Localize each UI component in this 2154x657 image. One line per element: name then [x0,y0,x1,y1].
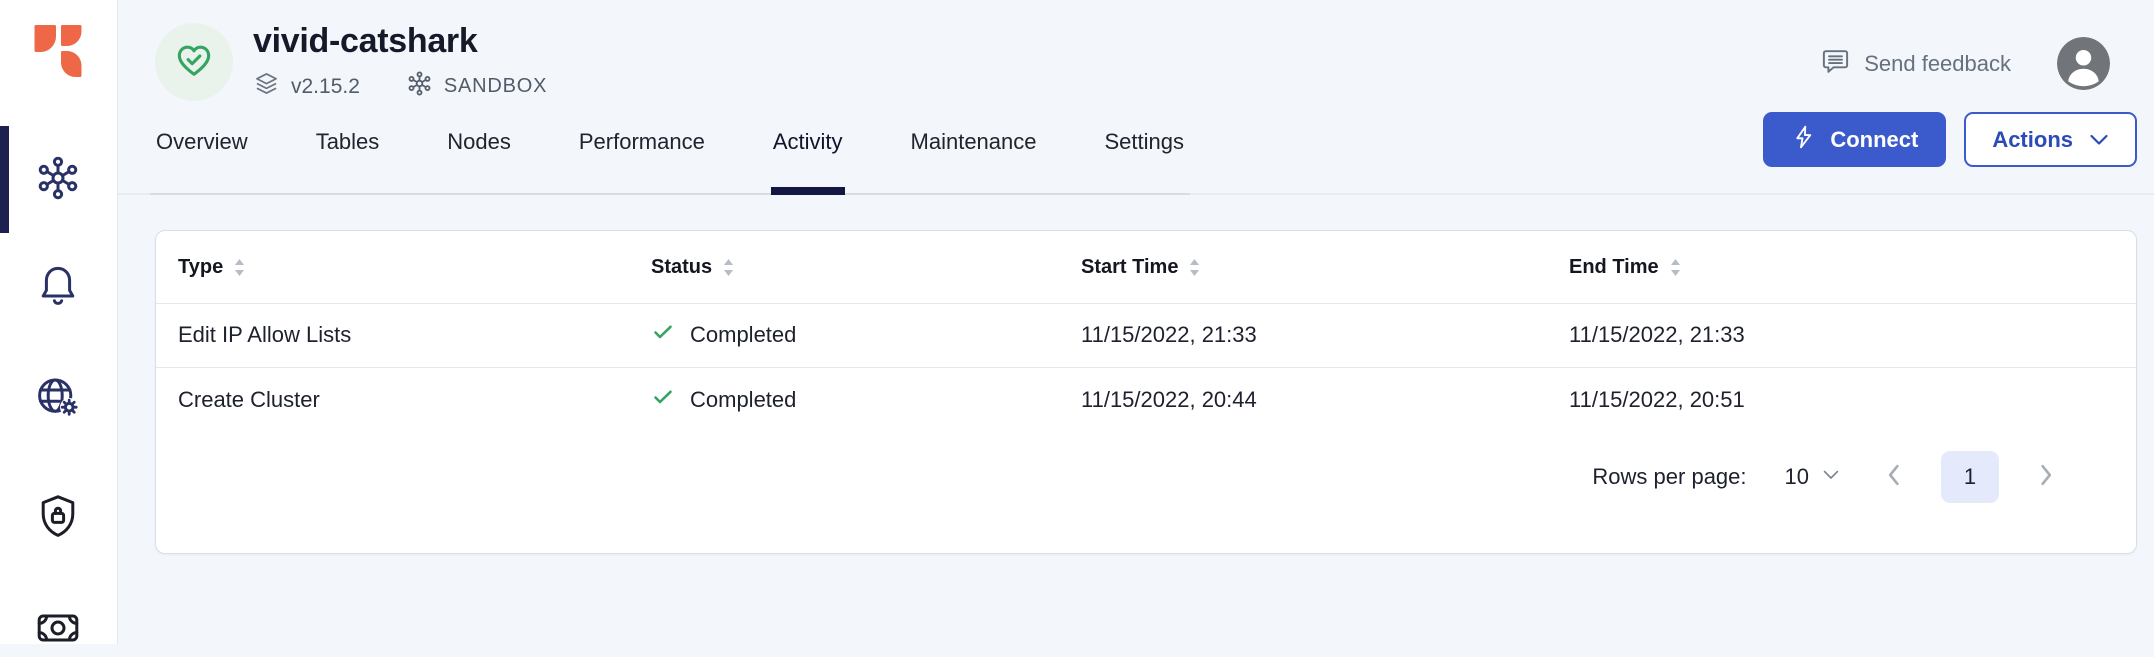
page-number-button[interactable]: 1 [1941,451,1999,504]
connect-button[interactable]: Connect [1763,112,1947,168]
sort-icon[interactable] [1188,258,1201,277]
sidebar-item-clusters[interactable] [34,154,82,202]
tab-overview[interactable]: Overview [156,129,248,155]
yugabyte-logo-icon[interactable] [33,24,83,78]
status-label: Completed [690,322,797,348]
cell-start-time: 11/15/2022, 21:33 [1081,322,1257,348]
tab-settings[interactable]: Settings [1104,129,1185,155]
chevron-right-icon [2039,464,2054,491]
tab-bar: Overview Tables Nodes Performance Activi… [118,111,2154,196]
actions-button[interactable]: Actions [1964,112,2137,168]
status-badge: Completed [651,320,1081,350]
cell-type: Create Cluster [156,366,651,432]
table-row[interactable]: Edit IP Allow Lists Completed [156,303,2136,367]
page-header: vivid-catshark v2.15.2 [118,0,2154,103]
cell-start-time: 11/15/2022, 20:44 [1081,366,1569,432]
rows-per-page-select[interactable]: 10 [1785,464,1840,490]
globe-gear-icon [34,378,82,426]
clusters-icon [34,156,82,206]
tab-maintenance[interactable]: Maintenance [910,129,1037,155]
feedback-bubble-icon [1820,46,1851,82]
heart-check-icon [172,38,216,87]
tabs-nav: Overview Tables Nodes Performance Activi… [150,111,1190,196]
shield-lock-icon [34,495,82,544]
sandbox-cluster-icon [406,70,433,103]
send-feedback-label: Send feedback [1864,50,2011,76]
sidebar-item-network-access[interactable] [34,374,82,422]
cluster-version: v2.15.2 [253,70,360,103]
layers-icon [253,70,280,103]
tab-performance[interactable]: Performance [578,129,705,155]
cell-end-time: 11/15/2022, 20:51 [1569,366,2136,432]
rows-per-page-value: 10 [1784,464,1809,490]
cluster-version-label: v2.15.2 [291,74,360,98]
bell-icon [34,266,82,314]
status-badge: Completed [651,385,1081,415]
main-content: vivid-catshark v2.15.2 [118,0,2154,644]
activity-table: Type Status [156,231,2136,432]
tab-activity[interactable]: Activity [770,111,845,196]
cluster-environment: SANDBOX [406,70,547,103]
lightning-bolt-icon [1791,124,1817,156]
sort-icon[interactable] [722,258,735,277]
pagination: Rows per page: 10 1 [156,451,2136,504]
cell-end-time: 11/15/2022, 21:33 [1569,322,1745,348]
sidebar-item-billing[interactable] [34,604,82,652]
sort-icon[interactable] [233,258,246,277]
cluster-environment-label: SANDBOX [443,75,548,98]
sidebar [0,0,118,644]
chevron-down-icon [2089,127,2109,153]
tab-nodes[interactable]: Nodes [447,129,511,155]
send-feedback-button[interactable]: Send feedback [1820,46,2011,82]
page-title: vivid-catshark [253,22,478,60]
column-header-start-time[interactable]: Start Time [1081,231,1569,304]
actions-button-label: Actions [1992,126,2073,152]
cluster-health-badge [155,23,233,102]
table-row[interactable]: Create Cluster Completed [156,366,2136,432]
next-page-button[interactable] [2039,464,2054,491]
sidebar-item-alerts[interactable] [34,262,82,310]
money-icon [34,614,82,656]
user-avatar[interactable] [2057,37,2110,90]
chevron-left-icon [1886,464,1901,491]
chevron-down-icon [1822,468,1840,486]
column-header-end-time[interactable]: End Time [1569,231,2136,304]
column-header-status[interactable]: Status [651,231,1081,304]
sort-icon[interactable] [1669,258,1682,277]
sidebar-item-security[interactable] [34,492,82,540]
sidebar-active-indicator [0,126,9,233]
activity-table-card: Type Status [155,230,2137,555]
check-icon [651,320,675,350]
tab-tables[interactable]: Tables [315,129,380,155]
cell-type: Edit IP Allow Lists [178,322,352,348]
previous-page-button[interactable] [1886,464,1901,491]
column-header-type[interactable]: Type [156,231,651,304]
status-label: Completed [690,386,797,412]
connect-button-label: Connect [1830,126,1919,152]
check-icon [651,385,675,415]
rows-per-page-label: Rows per page: [1592,464,1747,490]
table-header-row: Type Status [156,231,2136,304]
